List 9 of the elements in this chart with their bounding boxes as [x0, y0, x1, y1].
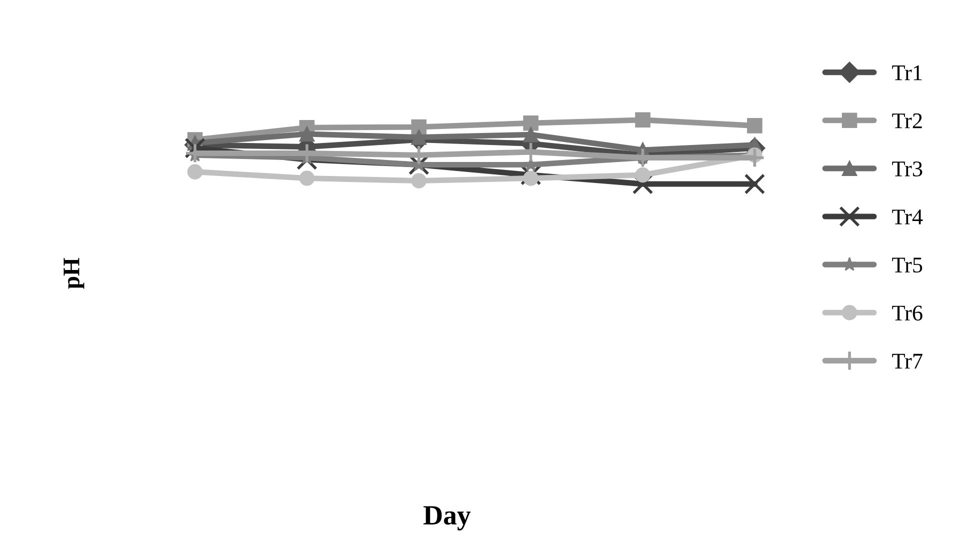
legend-label: Tr6: [892, 306, 922, 321]
legend-label: Tr1: [892, 65, 922, 80]
legend-label: Tr4: [892, 210, 923, 224]
text: Day: [424, 506, 471, 530]
legend-label: Tr7: [892, 354, 922, 368]
y-axis-title: pH: [64, 258, 84, 289]
legend-label: Tr5: [892, 258, 922, 273]
legend-label: Tr2: [892, 113, 922, 128]
legend-label: Tr3: [892, 161, 922, 176]
